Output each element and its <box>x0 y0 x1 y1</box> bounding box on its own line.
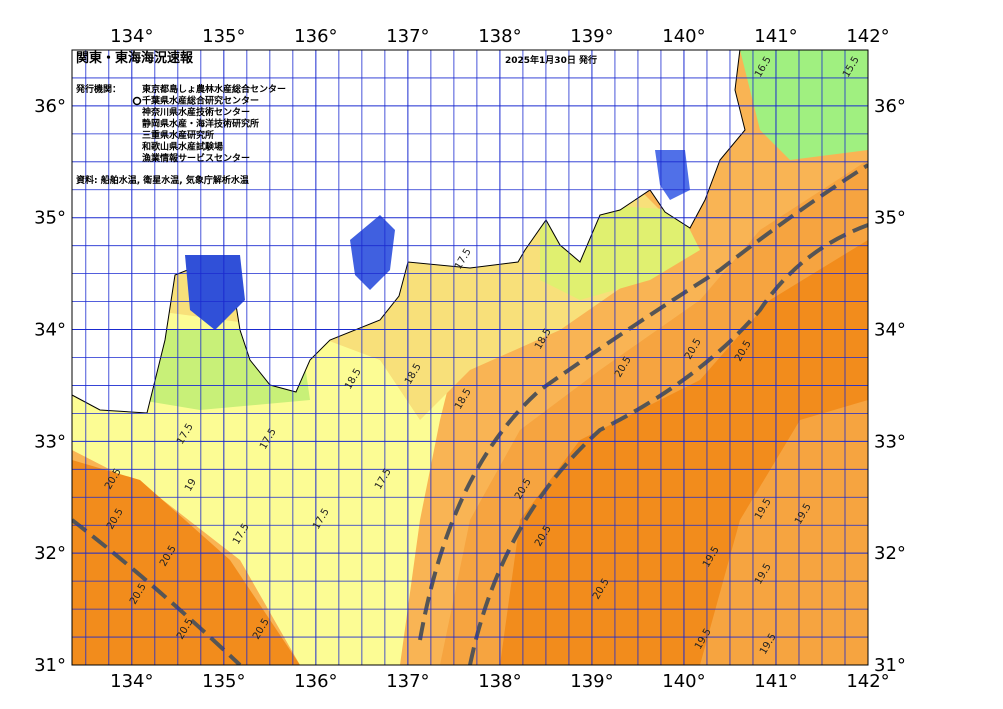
issuer: 千葉県水産総合研究センター <box>142 95 259 107</box>
grid <box>72 50 868 665</box>
lon-label-top: 137° <box>386 26 429 47</box>
frame <box>71 49 869 666</box>
issuer: 神奈川県水産技術センター <box>142 106 250 118</box>
lon-label-bottom: 139° <box>570 671 613 692</box>
source: 資料: 船舶水温, 衛星水温, 気象庁解析水温 <box>76 174 249 186</box>
lon-label-bottom: 138° <box>478 671 521 692</box>
lon-label-bottom: 135° <box>202 671 245 692</box>
axes: 134° 134° 135° 135° 136° 136° 137° 137° 138° 138°… <box>34 26 906 692</box>
lon-label-top: 139° <box>570 26 613 47</box>
lat-label-left: 34° <box>34 320 66 341</box>
lat-label-right: 35° <box>874 208 906 229</box>
lat-label-right: 33° <box>874 431 906 452</box>
sea-green-north <box>740 50 868 160</box>
lon-label-bottom: 142° <box>846 671 889 692</box>
current-axis <box>72 518 242 665</box>
issue-date: 2025年1月30日 発行 <box>505 54 597 66</box>
lat-label-left: 35° <box>34 208 66 229</box>
lon-label-bottom: 140° <box>662 671 705 692</box>
lon-label-bottom: 141° <box>754 671 797 692</box>
lon-label-top: 138° <box>478 26 521 47</box>
lat-label-left: 32° <box>34 543 66 564</box>
lat-label-right: 36° <box>874 96 906 117</box>
current-axis <box>418 163 868 641</box>
lon-label-top: 136° <box>294 26 337 47</box>
lat-label-right: 34° <box>874 320 906 341</box>
ocean: 20.520.520.520.520.5 20.520.520.520.520.5… <box>72 50 868 665</box>
current-axis <box>468 223 868 665</box>
issuers-label: 発行機関： <box>75 83 121 95</box>
sea-orange-west <box>72 460 300 665</box>
marker <box>132 96 142 106</box>
ise-bay <box>350 215 395 290</box>
lon-label-top: 140° <box>662 26 705 47</box>
issuer: 東京都島しょ農林水産総合センター <box>142 83 286 95</box>
lat-label-left: 36° <box>34 96 66 117</box>
lon-label-top: 141° <box>754 26 797 47</box>
issuer: 和歌山県水産試験場 <box>141 141 223 153</box>
title: 関東・東海海況速報 <box>76 50 194 66</box>
lat-label-left: 33° <box>34 431 66 452</box>
issuer: 静岡県水産・海洋技術研究所 <box>142 118 259 130</box>
lat-label-right: 31° <box>874 655 906 676</box>
tokyo-bay <box>655 150 690 200</box>
lat-label-right: 32° <box>874 543 906 564</box>
issuers: 東京都島しょ農林水産総合センター千葉県水産総合研究センター神奈川県水産技術センタ… <box>141 83 286 164</box>
lat-label-left: 31° <box>34 655 66 676</box>
lon-label-bottom: 134° <box>110 671 153 692</box>
lon-label-top: 135° <box>202 26 245 47</box>
issuer: 漁業情報サービスセンター <box>142 152 250 164</box>
lon-label-top: 142° <box>846 26 889 47</box>
issuer: 三重県水産研究所 <box>142 129 214 141</box>
lon-label-bottom: 136° <box>294 671 337 692</box>
lon-label-bottom: 137° <box>386 671 429 692</box>
lon-label-top: 134° <box>110 26 153 47</box>
